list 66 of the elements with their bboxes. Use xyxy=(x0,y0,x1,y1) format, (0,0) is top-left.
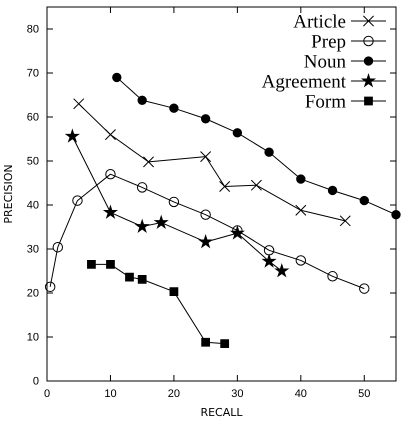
legend-label: Agreement xyxy=(262,72,347,93)
y-tick-label: 30 xyxy=(26,244,39,256)
y-tick-label: 70 xyxy=(26,68,39,80)
y-tick-label: 40 xyxy=(26,200,39,212)
x-tick-label: 30 xyxy=(231,388,244,400)
point xyxy=(296,255,306,266)
x-tick-label: 10 xyxy=(104,388,117,400)
point xyxy=(328,186,338,196)
y-tick-label: 0 xyxy=(32,376,39,388)
x-axis-title: RECALL xyxy=(200,406,244,419)
legend-label: Form xyxy=(304,92,346,113)
y-tick-label: 10 xyxy=(26,332,39,344)
y-tick-label: 20 xyxy=(26,288,39,300)
point xyxy=(170,287,178,296)
point xyxy=(295,204,306,216)
point xyxy=(142,156,154,168)
point xyxy=(275,264,288,277)
point xyxy=(104,206,117,218)
point xyxy=(168,196,180,208)
point xyxy=(136,220,149,232)
point xyxy=(136,182,148,193)
x-tick-label: 50 xyxy=(358,388,370,400)
point xyxy=(125,272,134,282)
point xyxy=(73,98,84,110)
point xyxy=(201,338,210,347)
point xyxy=(112,72,122,82)
point xyxy=(340,215,351,226)
point xyxy=(327,271,338,282)
point xyxy=(360,196,369,206)
y-tick-label: 50 xyxy=(26,156,39,168)
point xyxy=(200,209,211,220)
point xyxy=(199,235,212,248)
point xyxy=(105,168,116,180)
legend-label: Article xyxy=(293,12,346,33)
x-tick-label: 20 xyxy=(168,388,180,400)
y-tick-label: 60 xyxy=(26,112,39,124)
point xyxy=(66,130,79,142)
point xyxy=(232,128,242,138)
point xyxy=(264,245,274,256)
y-axis-title: PRECISION xyxy=(2,164,15,224)
point xyxy=(138,274,147,284)
point xyxy=(138,96,147,105)
x-tick-label: 40 xyxy=(294,388,307,400)
point xyxy=(72,195,83,206)
point xyxy=(219,180,230,192)
point xyxy=(154,216,168,228)
point xyxy=(106,260,115,269)
point xyxy=(52,242,64,252)
point xyxy=(250,180,262,191)
point xyxy=(169,104,179,113)
point xyxy=(296,174,306,184)
point xyxy=(104,128,116,140)
point xyxy=(359,283,370,294)
point xyxy=(220,339,230,348)
point xyxy=(264,148,274,157)
point xyxy=(200,150,212,162)
point xyxy=(44,282,56,292)
y-tick-label: 80 xyxy=(26,24,39,36)
legend-label: Prep xyxy=(311,32,346,53)
point xyxy=(87,260,96,269)
point xyxy=(230,226,244,239)
x-tick-label: 0 xyxy=(44,388,50,400)
point xyxy=(200,114,210,124)
legend-label: Noun xyxy=(304,52,346,73)
point xyxy=(391,210,401,220)
point xyxy=(262,254,276,267)
